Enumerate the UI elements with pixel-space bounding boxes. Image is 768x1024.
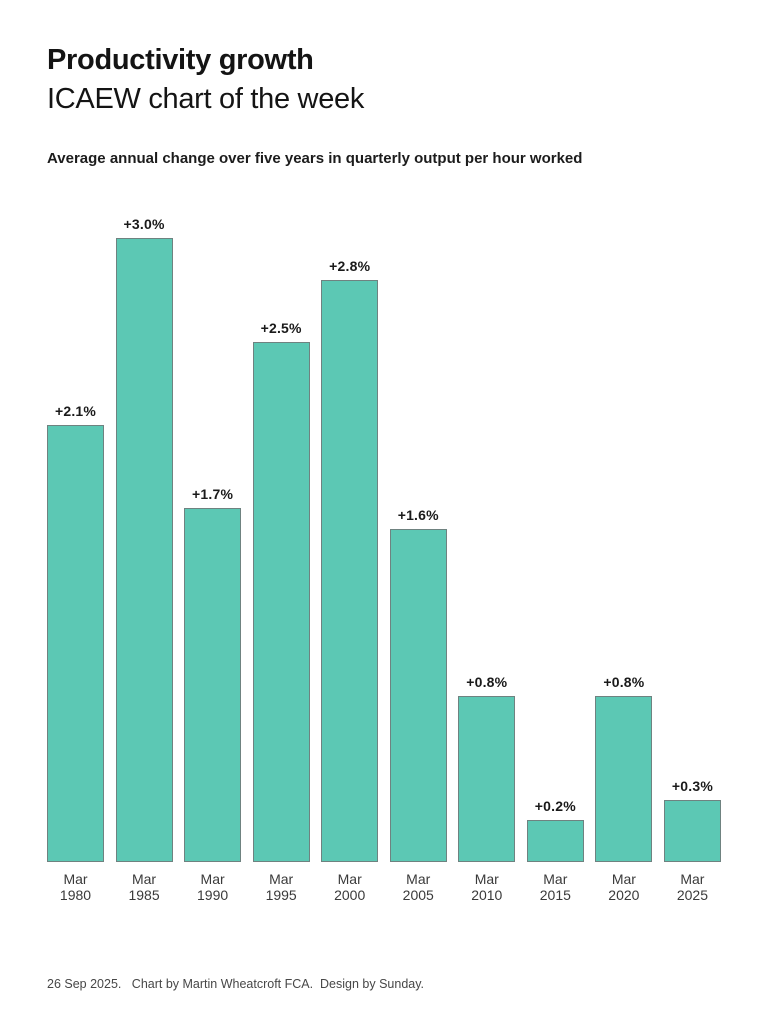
- bar-value-label: +0.8%: [466, 674, 508, 690]
- footer-credit-line: 26 Sep 2025. Chart by Martin Wheatcroft …: [47, 977, 425, 991]
- bar: [389, 529, 447, 862]
- x-tick-label: Mar 1980: [59, 871, 92, 903]
- bar-chart: +2.1% Mar 1980 +3.0% Mar 1985 +1.7% Mar 1990 +2.5…: [47, 210, 721, 903]
- bar-column: +0.8% Mar 2010: [458, 210, 516, 903]
- bar: [184, 508, 242, 862]
- bar-column: +2.8% Mar 2000: [321, 210, 379, 903]
- bar: [47, 425, 104, 862]
- bar: [252, 342, 310, 862]
- bar: [321, 280, 379, 862]
- bar: [595, 696, 653, 862]
- x-tick-label: Mar 1990: [197, 871, 229, 903]
- header: Productivity growth ICAEW chart of the w…: [47, 42, 728, 167]
- page-subtitle: ICAEW chart of the week: [47, 83, 365, 115]
- footer: 26 Sep 2025. Chart by Martin Wheatcroft …: [47, 939, 716, 1024]
- x-tick-label: Mar 2005: [402, 871, 434, 903]
- page-title: Productivity growth: [47, 44, 314, 76]
- bar-value-label: +0.2%: [534, 798, 576, 814]
- chart-description: Average annual change over five years in…: [47, 150, 583, 167]
- bar-column: +2.5% Mar 1995: [252, 210, 310, 903]
- bar-column: +1.6% Mar 2005: [389, 210, 447, 903]
- bar-value-label: +3.0%: [123, 216, 165, 232]
- chart-columns: +2.1% Mar 1980 +3.0% Mar 1985 +1.7% Mar 1990 +2.5…: [47, 210, 721, 903]
- bar-value-label: +2.5%: [260, 320, 302, 336]
- x-tick-label: Mar 2015: [539, 871, 571, 903]
- bar-column: +3.0% Mar 1985: [115, 210, 173, 903]
- bar-column: +0.8% Mar 2020: [595, 210, 653, 903]
- x-tick-label: Mar 1985: [128, 871, 160, 903]
- bar: [115, 238, 173, 862]
- bar: [458, 696, 516, 862]
- bar-value-label: +1.7%: [192, 486, 234, 502]
- bar-column: +1.7% Mar 1990: [184, 210, 242, 903]
- bar-value-label: +0.8%: [603, 674, 645, 690]
- bar-column: +0.3% Mar 2025: [663, 210, 721, 903]
- bar-column: +2.1% Mar 1980: [47, 210, 104, 903]
- x-tick-label: Mar 2010: [471, 871, 503, 903]
- bar: [526, 820, 584, 862]
- x-tick-label: Mar 2000: [334, 871, 366, 903]
- x-tick-label: Mar 1995: [265, 871, 297, 903]
- bar-value-label: +2.8%: [329, 258, 371, 274]
- bar: [663, 800, 721, 862]
- bar-value-label: +0.3%: [671, 778, 713, 794]
- footer-credits: 26 Sep 2025. Chart by Martin Wheatcroft …: [47, 939, 605, 1024]
- x-tick-label: Mar 2020: [608, 871, 640, 903]
- bar-column: +0.2% Mar 2015: [526, 210, 584, 903]
- bar-value-label: +2.1%: [54, 403, 97, 419]
- x-tick-label: Mar 2025: [676, 871, 708, 903]
- bar-value-label: +1.6%: [397, 507, 439, 523]
